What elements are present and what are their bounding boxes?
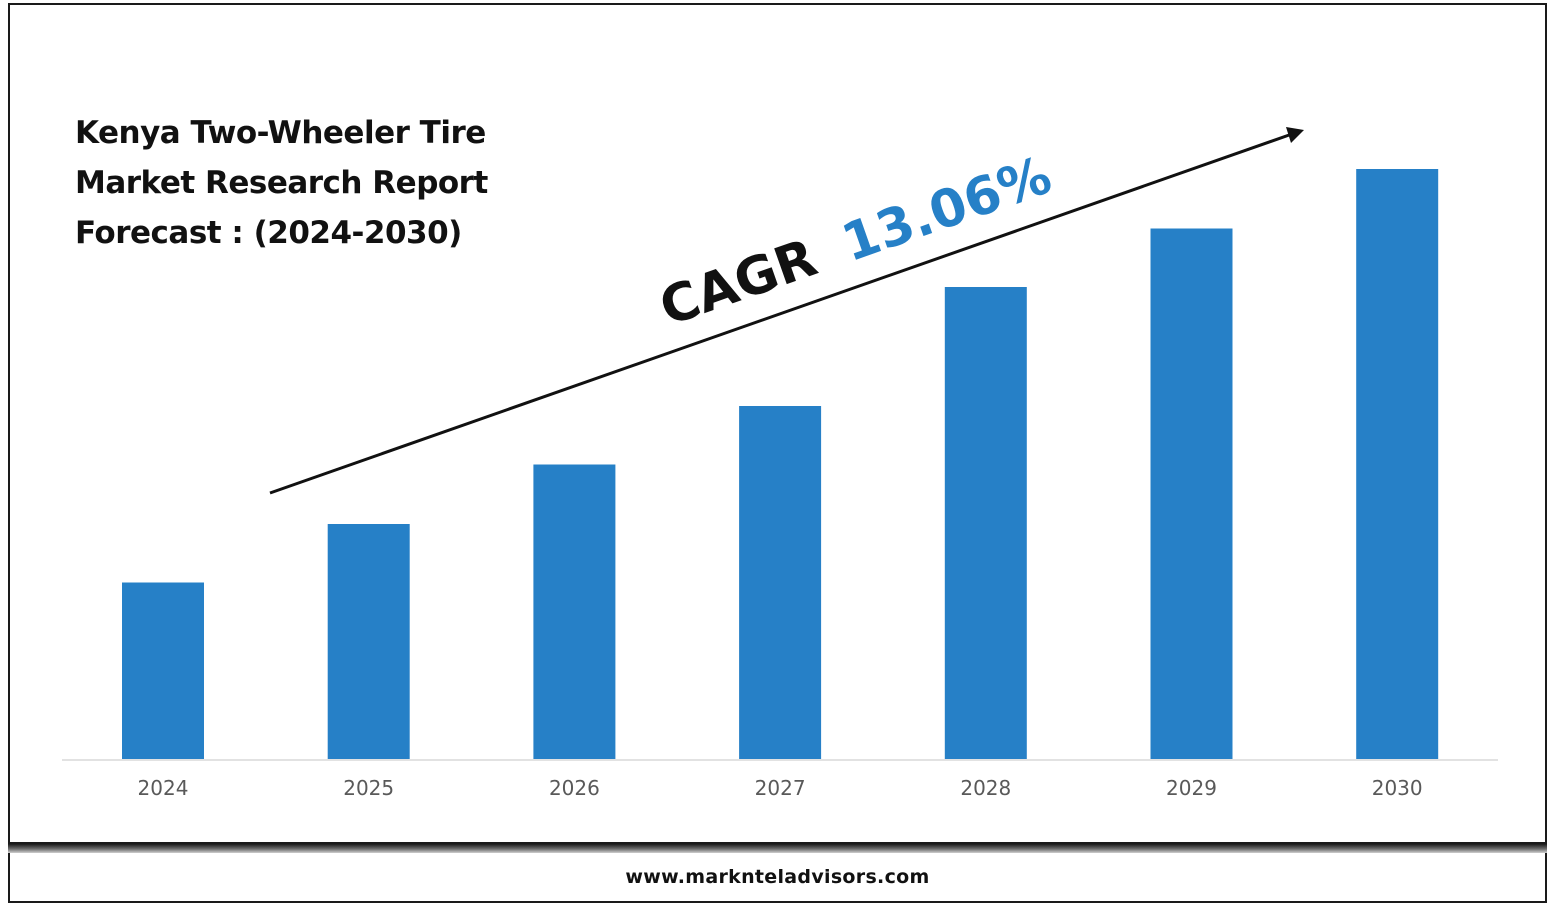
x-tick-label-2026: 2026 — [549, 776, 600, 800]
cagr-trend-arrow — [269, 127, 1304, 495]
footer-website-link[interactable]: www.marknteladvisors.com — [625, 866, 930, 888]
x-tick-label-2030: 2030 — [1372, 776, 1423, 800]
bar-2029 — [1150, 228, 1233, 759]
x-tick-label-2028: 2028 — [960, 776, 1011, 800]
bar-2028 — [944, 287, 1027, 759]
bar-2024 — [122, 582, 204, 759]
bar-2030 — [1356, 169, 1439, 759]
footer-bar: www.marknteladvisors.com — [8, 853, 1547, 903]
title-line-1: Kenya Two-Wheeler Tire — [75, 115, 486, 151]
footer-divider — [8, 844, 1547, 853]
x-tick-label-2029: 2029 — [1166, 776, 1217, 800]
title-line-2: Market Research Report — [75, 165, 488, 201]
page-title: Kenya Two-Wheeler Tire Market Research R… — [75, 108, 488, 258]
x-tick-label-2024: 2024 — [138, 776, 189, 800]
x-tick-label-2027: 2027 — [755, 776, 806, 800]
bar-2025 — [327, 524, 410, 759]
cagr-prefix: CAGR — [652, 228, 824, 338]
title-line-3: Forecast : (2024-2030) — [75, 215, 462, 251]
x-tick-label-2025: 2025 — [343, 776, 394, 800]
bar-2027 — [739, 406, 822, 759]
bar-2026 — [533, 464, 616, 759]
bars-layer — [122, 169, 1439, 759]
x-tick-labels: 2024 2025 2026 2027 2028 2029 2030 — [138, 776, 1423, 800]
